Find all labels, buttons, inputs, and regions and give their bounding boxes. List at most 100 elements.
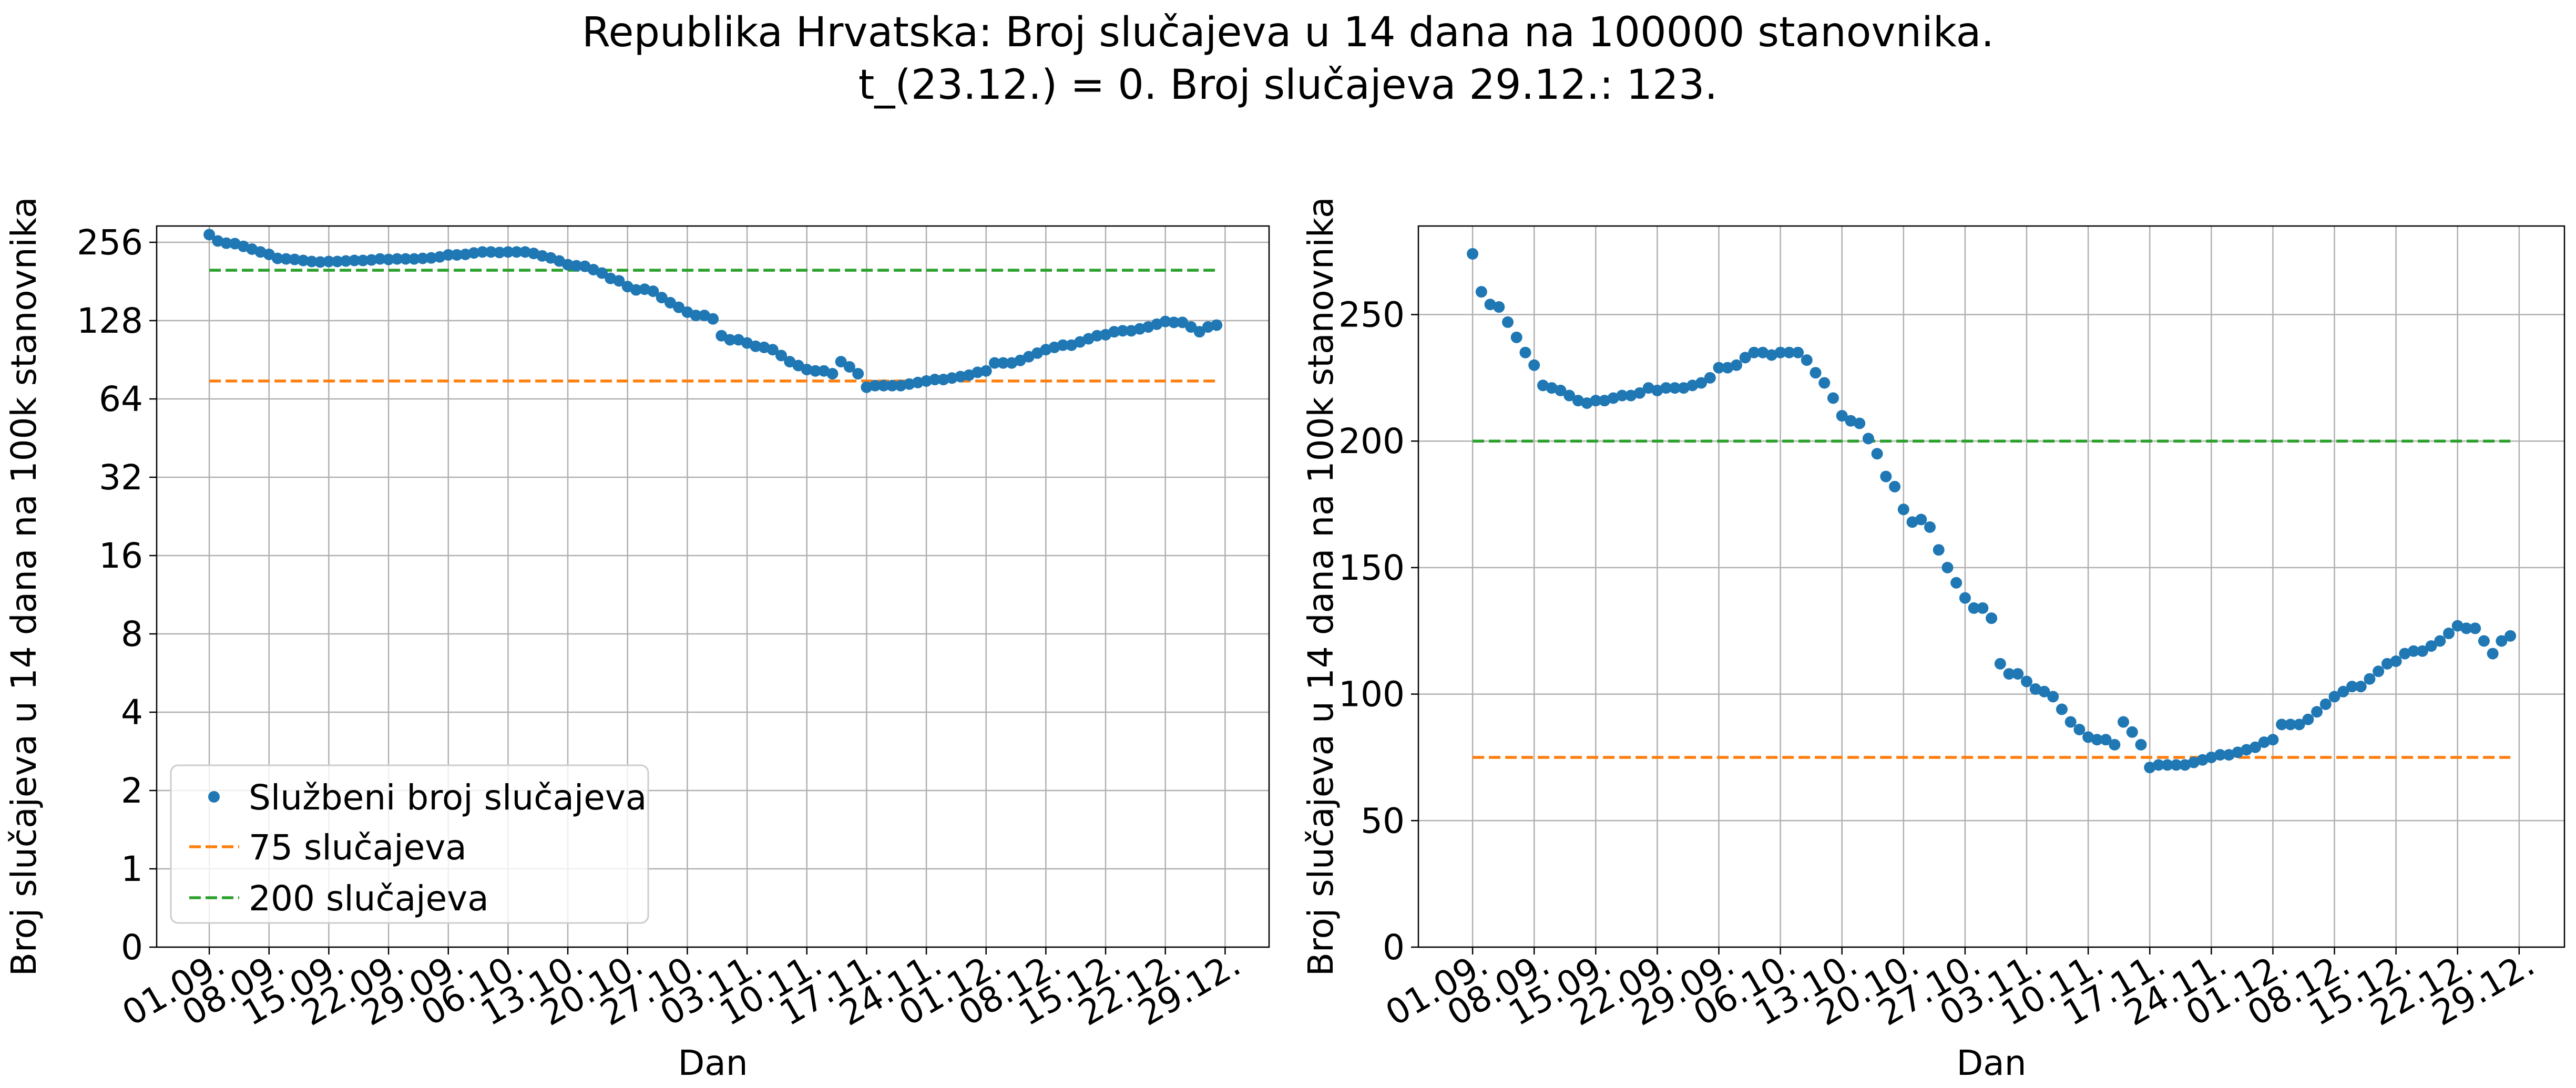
data-point xyxy=(2091,734,2103,746)
y-tick-label: 16 xyxy=(99,536,143,576)
data-point xyxy=(2214,749,2226,761)
data-point xyxy=(519,246,531,258)
data-point xyxy=(2267,734,2279,746)
figure-title-line-2: t_(23.12.) = 0. Broj slučajeva 29.12.: 1… xyxy=(858,61,1718,109)
data-point xyxy=(1642,382,1654,394)
data-point xyxy=(1783,346,1795,358)
data-point xyxy=(323,255,335,268)
data-point xyxy=(1660,382,1672,394)
data-point xyxy=(417,252,429,264)
y-tick-label: 256 xyxy=(77,222,143,263)
data-point xyxy=(391,253,403,265)
data-point xyxy=(2355,681,2367,693)
figure-title: Republika Hrvatska: Broj slučajeva u 14 … xyxy=(0,6,2576,111)
data-point xyxy=(921,375,933,387)
data-point xyxy=(570,260,582,272)
legend: Službeni broj slučajeva 75 slučajeva 200 s… xyxy=(170,764,649,924)
data-point xyxy=(766,344,779,356)
data-point xyxy=(562,259,574,271)
data-point xyxy=(2381,658,2393,670)
data-point xyxy=(1713,362,1725,374)
data-point xyxy=(1616,389,1628,402)
data-point xyxy=(1924,521,1936,533)
data-point xyxy=(835,356,847,368)
data-point xyxy=(451,249,463,261)
y-tick-label: 32 xyxy=(99,457,143,498)
data-point xyxy=(1185,321,1197,333)
data-point xyxy=(929,374,941,386)
data-point xyxy=(596,267,608,279)
data-point xyxy=(664,296,676,309)
data-point xyxy=(2029,683,2041,695)
data-point xyxy=(1510,331,1522,343)
data-point xyxy=(2434,635,2446,647)
data-point xyxy=(826,368,839,380)
data-point xyxy=(2460,622,2472,634)
data-point xyxy=(340,255,352,267)
axes-frame xyxy=(156,225,1270,948)
axes-frame xyxy=(1417,225,2565,948)
data-point xyxy=(903,378,915,390)
data-point xyxy=(1880,470,1892,483)
data-point xyxy=(289,253,301,265)
data-point xyxy=(656,292,668,304)
y-axis-label: Broj slučajeva u 14 dana na 100k stanovn… xyxy=(1301,197,1341,977)
data-point xyxy=(1968,602,1980,614)
data-point xyxy=(2056,703,2068,715)
data-point xyxy=(2390,655,2402,668)
data-point xyxy=(1555,384,1567,396)
data-point xyxy=(1854,417,1866,429)
data-point xyxy=(2161,759,2173,771)
data-point xyxy=(1906,516,1918,528)
data-point xyxy=(1897,504,1909,516)
data-point xyxy=(1057,339,1069,351)
data-point xyxy=(1177,316,1189,329)
data-point xyxy=(1651,384,1663,396)
data-point xyxy=(2223,749,2235,761)
data-point xyxy=(502,246,514,258)
chart-panel-lin: 01.09.08.09.15.09.22.09.29.09.06.10.13.1… xyxy=(1301,197,2565,1083)
data-point xyxy=(271,252,283,264)
data-point xyxy=(2425,640,2437,652)
x-axis-label: Dan xyxy=(678,1043,748,1083)
data-point xyxy=(1686,379,1699,392)
data-point xyxy=(2126,726,2138,738)
data-point xyxy=(724,334,736,346)
data-point xyxy=(1117,325,1129,337)
data-point xyxy=(2258,736,2270,748)
data-point xyxy=(2443,628,2455,640)
data-point xyxy=(2196,754,2209,766)
data-point xyxy=(365,254,377,266)
y-tick-label: 100 xyxy=(1338,674,1405,715)
data-point xyxy=(2364,673,2376,685)
data-point xyxy=(647,285,659,297)
data-point xyxy=(801,364,813,376)
data-point xyxy=(2021,675,2033,687)
legend-entry: 75 slučajeva xyxy=(249,827,467,868)
y-tick-label: 2 xyxy=(121,771,143,811)
data-point xyxy=(1941,561,1954,573)
data-point xyxy=(1590,395,1602,407)
legend-box xyxy=(170,764,649,924)
data-point xyxy=(1599,395,1611,407)
data-point xyxy=(809,365,821,377)
data-point xyxy=(1704,372,1716,384)
data-point xyxy=(1810,367,1822,379)
y-tick-label: 128 xyxy=(77,301,143,341)
data-point xyxy=(374,253,386,265)
data-point xyxy=(408,253,420,265)
data-point xyxy=(861,381,873,393)
y-tick-label: 1 xyxy=(121,849,143,889)
data-point xyxy=(2109,738,2121,751)
data-point xyxy=(886,379,898,392)
data-point xyxy=(946,372,958,384)
data-point xyxy=(2505,630,2517,642)
data-point xyxy=(869,379,881,392)
data-point xyxy=(1607,392,1619,404)
data-point xyxy=(2118,716,2130,728)
data-point xyxy=(2012,668,2024,680)
data-point xyxy=(2152,759,2164,771)
data-point xyxy=(1994,658,2006,670)
data-point xyxy=(1091,330,1103,342)
data-point xyxy=(510,246,523,258)
